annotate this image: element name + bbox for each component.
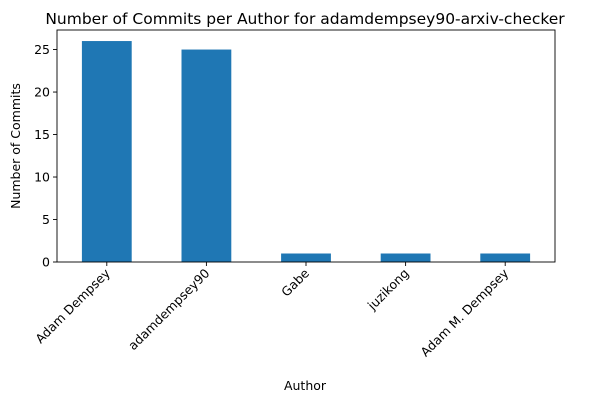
x-tick-label: Gabe [278, 265, 312, 299]
x-tick-label: adamdempsey90 [125, 265, 212, 352]
x-axis-label: Author [284, 378, 327, 393]
x-axis-ticks: Adam Dempsey adamdempsey90 Gabe juzikong Ada… [32, 262, 512, 359]
y-tick-label: 15 [34, 127, 50, 142]
bar-adam-dempsey [82, 41, 132, 262]
bar-juzikong [381, 254, 431, 262]
bar-gabe [281, 254, 331, 262]
chart-title: Number of Commits per Author for adamdem… [45, 10, 565, 28]
y-axis-label: Number of Commits [8, 83, 23, 209]
x-tick-label: juzikong [364, 266, 412, 314]
bars-group [82, 41, 530, 262]
y-tick-label: 20 [34, 85, 50, 100]
y-tick-label: 0 [42, 255, 50, 270]
y-axis-ticks: 0 5 10 15 20 25 [34, 42, 57, 269]
y-tick-label: 25 [34, 42, 50, 57]
y-tick-label: 5 [42, 212, 50, 227]
bar-adam-m-dempsey [480, 254, 530, 262]
bar-adamdempsey90 [182, 50, 232, 262]
x-tick-label: Adam M. Dempsey [417, 265, 511, 359]
x-tick-label: Adam Dempsey [32, 265, 113, 346]
y-tick-label: 10 [34, 170, 50, 185]
